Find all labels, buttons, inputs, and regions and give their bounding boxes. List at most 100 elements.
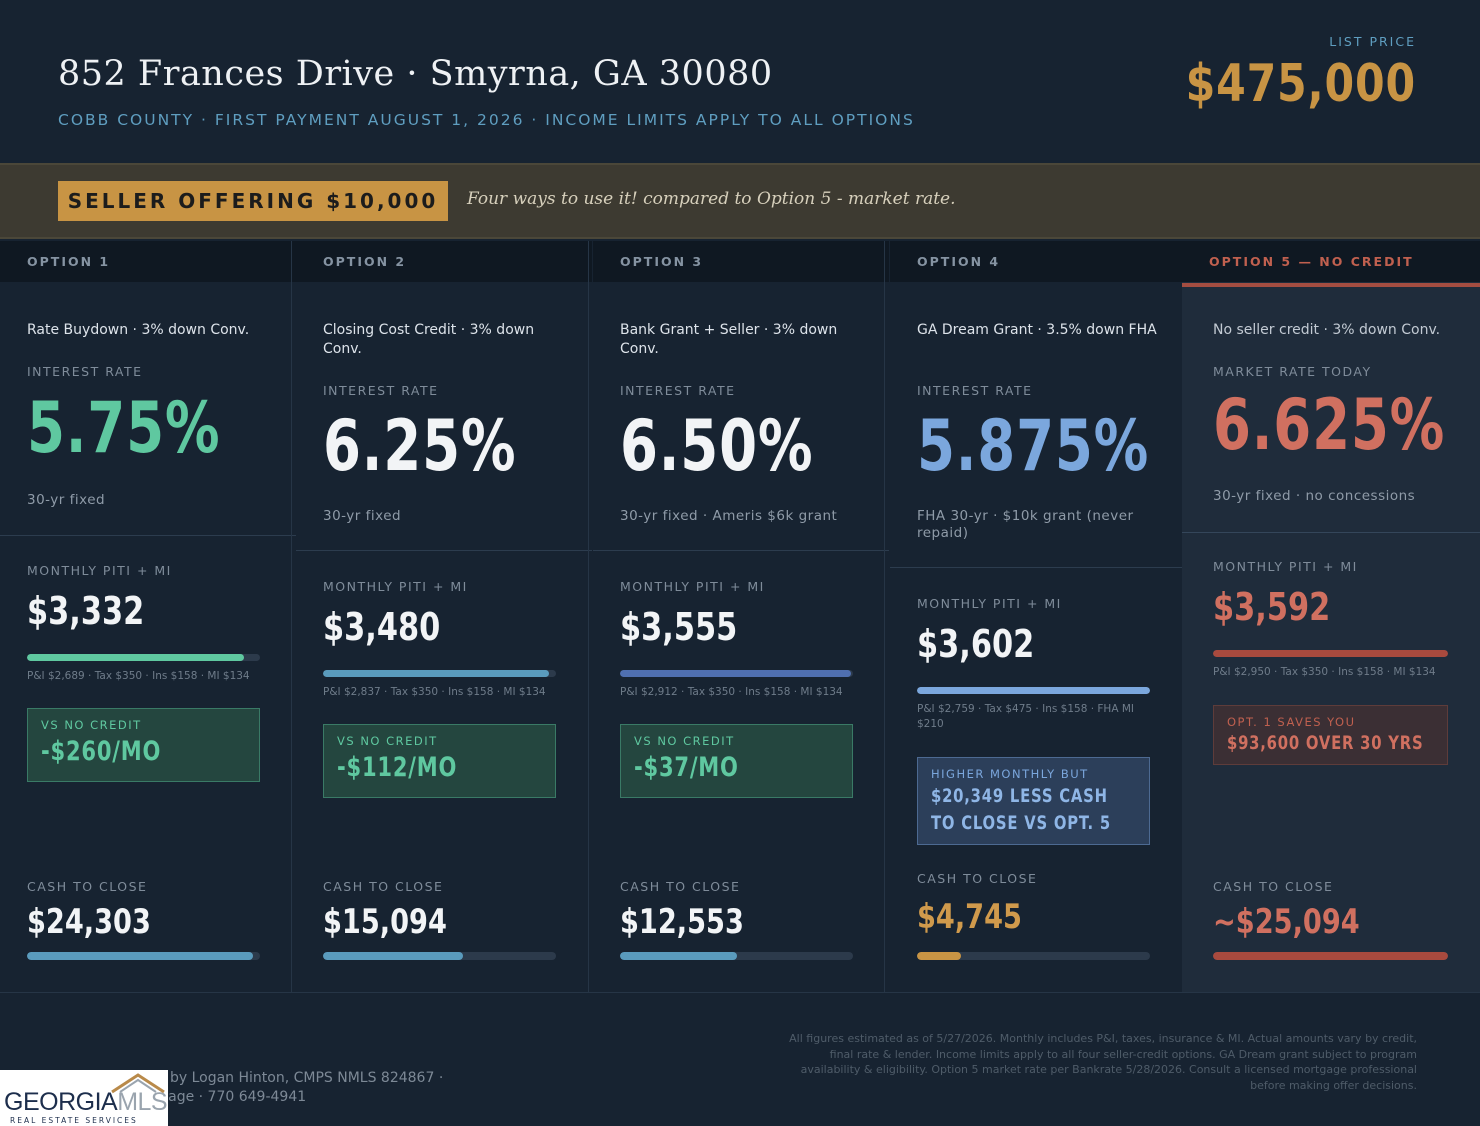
interest-rate: 5.875% [917, 405, 1150, 487]
option-1-column: OPTION 1 Rate Buydown · 3% down Conv. IN… [0, 241, 296, 992]
cash-bar-fill [1213, 952, 1448, 960]
cash-bar [323, 952, 556, 960]
header: 852 Frances Drive · Smyrna, GA 30080 COB… [0, 0, 1480, 163]
product-name: Closing Cost Credit · 3% down Conv. [323, 322, 535, 357]
option-2-column: OPTION 2 Closing Cost Credit · 3% down C… [296, 241, 592, 992]
logo-mls: MLS [117, 1088, 168, 1116]
cash-label: CASH TO CLOSE [27, 879, 148, 894]
option-heading-label: OPTION 5 — NO CREDIT [1209, 254, 1414, 269]
cash-to-close: ~$25,094 [1213, 902, 1360, 942]
info-box-label: HIGHER MONTHLY BUT [931, 767, 1089, 781]
cash-to-close: $24,303 [27, 902, 151, 942]
cash-bar-fill [323, 952, 463, 960]
rate-panel: No seller credit · 3% down Conv. MARKET … [1182, 287, 1480, 533]
logo-georgia: GEORGIA [4, 1088, 118, 1116]
option-heading: OPTION 4 [890, 241, 1186, 282]
rate-panel: GA Dream Grant · 3.5% down FHA INTEREST … [890, 284, 1186, 568]
savings-box-value: -$37/MO [634, 752, 739, 783]
prepared-by-line-2: rtgage · 770 649-4941 [148, 1089, 307, 1105]
option-5-column: OPTION 5 — NO CREDIT No seller credit · … [1182, 241, 1480, 992]
comparison-box-value: $93,600 OVER 30 YRS [1227, 732, 1424, 754]
payment-breakdown: P&I $2,837 · Tax $350 · Ins $158 · MI $1… [323, 686, 546, 698]
interest-rate: 5.75% [27, 387, 221, 469]
comparison-box: OPT. 1 SAVES YOU $93,600 OVER 30 YRS [1213, 705, 1448, 765]
cash-to-close: $15,094 [323, 902, 447, 942]
option-3-column: OPTION 3 Bank Grant + Seller · 3% down C… [593, 241, 889, 992]
rate-label: MARKET RATE TODAY [1213, 364, 1372, 379]
option-heading: OPTION 5 — NO CREDIT [1182, 241, 1480, 282]
cash-bar [917, 952, 1150, 960]
rate-note: 30-yr fixed · no concessions [1213, 488, 1416, 504]
rate-label: INTEREST RATE [917, 383, 1033, 398]
cash-bar [27, 952, 260, 960]
cash-label: CASH TO CLOSE [620, 879, 741, 894]
rate-note: 30-yr fixed [323, 508, 402, 524]
seller-offer-badge: SELLER OFFERING $10,000 [58, 181, 448, 221]
product-name: Rate Buydown · 3% down Conv. [27, 322, 250, 338]
cash-bar-fill [917, 952, 962, 960]
property-subline: COBB COUNTY · FIRST PAYMENT AUGUST 1, 20… [58, 111, 915, 129]
column-divider [588, 241, 589, 992]
monthly-bar [620, 670, 853, 677]
monthly-bar-fill [1213, 650, 1448, 657]
monthly-bar [27, 654, 260, 661]
monthly-bar-fill [620, 670, 851, 677]
savings-box: VS NO CREDIT -$260/MO [27, 708, 260, 782]
column-divider [884, 241, 885, 992]
list-price: $475,000 [1185, 54, 1416, 114]
savings-box: VS NO CREDIT -$37/MO [620, 724, 853, 798]
option-heading: OPTION 3 [593, 241, 889, 282]
savings-box-label: VS NO CREDIT [634, 734, 735, 748]
info-box: HIGHER MONTHLY BUT $20,349 LESS CASH TO … [917, 757, 1150, 845]
cash-to-close: $12,553 [620, 902, 744, 942]
rate-note: 30-yr fixed [27, 492, 106, 508]
cash-bar [620, 952, 853, 960]
cash-label: CASH TO CLOSE [917, 871, 1038, 886]
monthly-bar [1213, 650, 1448, 657]
prepared-by-line-1: ed by Logan Hinton, CMPS NMLS 824867 · [148, 1070, 444, 1086]
monthly-label: MONTHLY PITI + MI [1213, 559, 1358, 574]
product-name: No seller credit · 3% down Conv. [1213, 322, 1441, 338]
rate-label: INTEREST RATE [620, 383, 736, 398]
option-4-column: OPTION 4 GA Dream Grant · 3.5% down FHA … [890, 241, 1186, 992]
savings-box-value: -$112/MO [337, 752, 458, 783]
monthly-bar [323, 670, 556, 677]
cash-bar-fill [27, 952, 253, 960]
monthly-bar [917, 687, 1150, 694]
monthly-payment: $3,602 [917, 622, 1035, 666]
rate-panel: Rate Buydown · 3% down Conv. INTEREST RA… [0, 284, 296, 536]
list-price-label: LIST PRICE [1329, 34, 1416, 49]
option-heading: OPTION 2 [296, 241, 592, 282]
savings-box-label: VS NO CREDIT [41, 718, 142, 732]
logo-wordmark: GEORGIAMLS [4, 1088, 168, 1117]
prepared-by: ed by Logan Hinton, CMPS NMLS 824867 · r… [148, 1069, 443, 1107]
option-heading: OPTION 1 [0, 241, 296, 282]
rate-panel: Bank Grant + Seller · 3% down Conv. INTE… [593, 284, 889, 551]
savings-box: VS NO CREDIT -$112/MO [323, 724, 556, 798]
info-box-value: $20,349 LESS CASH TO CLOSE VS OPT. 5 [931, 785, 1111, 834]
column-divider [291, 241, 292, 992]
product-name: GA Dream Grant · 3.5% down FHA [917, 322, 1157, 338]
logo-subtitle: REAL ESTATE SERVICES [10, 1116, 138, 1125]
house-roof-icon [111, 1073, 165, 1094]
section-divider [0, 992, 1480, 993]
product-name: Bank Grant + Seller · 3% down Conv. [620, 322, 838, 357]
georgia-mls-logo: GEORGIAMLS REAL ESTATE SERVICES [0, 1070, 168, 1126]
rate-label: INTEREST RATE [27, 364, 143, 379]
monthly-label: MONTHLY PITI + MI [917, 596, 1062, 611]
interest-rate: 6.25% [323, 405, 517, 487]
savings-box-value: -$260/MO [41, 736, 162, 767]
cash-to-close: $4,745 [917, 897, 1022, 937]
cash-bar [1213, 952, 1448, 960]
savings-box-label: VS NO CREDIT [337, 734, 438, 748]
rate-label: INTEREST RATE [323, 383, 439, 398]
payment-breakdown: P&I $2,912 · Tax $350 · Ins $158 · MI $1… [620, 686, 843, 698]
monthly-label: MONTHLY PITI + MI [323, 579, 468, 594]
interest-rate: 6.50% [620, 405, 814, 487]
monthly-label: MONTHLY PITI + MI [620, 579, 765, 594]
option-heading-label: OPTION 2 [323, 254, 407, 269]
option-heading-label: OPTION 3 [620, 254, 704, 269]
monthly-bar-fill [917, 687, 1150, 694]
payment-breakdown: P&I $2,759 · Tax $475 · Ins $158 · FHA M… [917, 703, 1135, 730]
cash-label: CASH TO CLOSE [323, 879, 444, 894]
